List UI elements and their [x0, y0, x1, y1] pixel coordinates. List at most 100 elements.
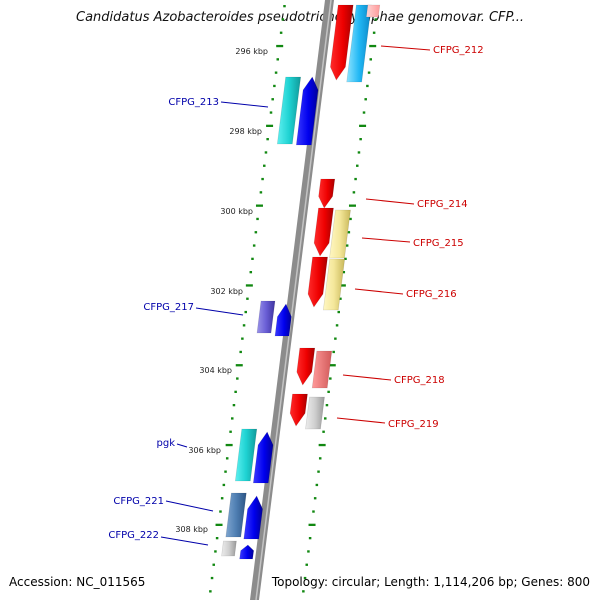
- ruler-label: 304 kbp: [199, 366, 232, 375]
- ruler-tick-left: [249, 271, 253, 274]
- gene-arrow-cfpg-215[interactable]: [313, 207, 334, 257]
- gene-arrow-cfpg-218[interactable]: [296, 347, 316, 386]
- ruler-label: 296 kbp: [235, 47, 268, 56]
- ruler-label: 308 kbp: [175, 525, 208, 534]
- genome-backbone-highlight: [255, 0, 332, 600]
- ruler-labels: 296 kbp 298 kbp 300 kbp 302 kbp 304 kbp …: [175, 47, 268, 534]
- ruler-tick-right: [344, 257, 347, 260]
- ruler-tick-right: [337, 310, 340, 314]
- ruler-tick-left: [212, 563, 215, 566]
- ruler-tick-right: [354, 177, 357, 181]
- ruler-ticks: [209, 5, 379, 593]
- ruler-tick-left: [252, 244, 256, 247]
- ruler-tick-left: [245, 284, 253, 287]
- ruler-tick-left: [261, 177, 264, 181]
- gene-arrow-cfpg-221-feature[interactable]: [225, 492, 247, 538]
- gene-arrow-cfpg-217[interactable]: [274, 303, 292, 337]
- gene-arrow-cfpg-221[interactable]: [243, 495, 263, 540]
- ruler-tick-left: [235, 364, 243, 367]
- gene-label-cfpg-219[interactable]: CFPG_219: [388, 419, 439, 430]
- ruler-tick-left: [225, 457, 229, 460]
- gene-label-cfpg-213[interactable]: CFPG_213: [168, 97, 219, 108]
- gene-label-cfpg-212[interactable]: CFPG_212: [433, 45, 484, 56]
- gene-features: [221, 4, 381, 560]
- gene-arrow-cfpg-222[interactable]: [239, 544, 255, 560]
- ruler-tick-left: [215, 523, 223, 526]
- gene-arrow-cfpg-216-feature[interactable]: [322, 258, 346, 311]
- ruler-tick-right: [318, 443, 326, 447]
- ruler-tick-right: [349, 217, 352, 221]
- gene-arrow-pgk[interactable]: [252, 431, 274, 484]
- ruler-tick-left: [220, 497, 224, 500]
- ruler-tick-left: [241, 337, 244, 340]
- gene-arrow-cfpg-213[interactable]: [295, 76, 319, 146]
- gene-label-cfpg-215[interactable]: CFPG_215: [413, 238, 464, 249]
- ruler-tick-left: [281, 18, 285, 21]
- ruler-tick-left: [225, 443, 233, 447]
- ruler-tick-right: [313, 497, 317, 500]
- gene-label-cfpg-214[interactable]: CFPG_214: [417, 199, 468, 210]
- gene-label-pgk[interactable]: pgk: [157, 438, 176, 449]
- ruler-tick-right: [307, 550, 310, 553]
- gene-arrow-cfpg-212-pale[interactable]: [365, 4, 381, 18]
- gene-arrow-cfpg-213-feature[interactable]: [276, 76, 302, 145]
- ruler-tick-right: [374, 18, 378, 21]
- callout-line: [165, 500, 214, 512]
- ruler-tick-right: [359, 124, 367, 127]
- accession-label: Accession: NC_011565: [9, 575, 146, 589]
- callout-line: [380, 45, 431, 51]
- ruler-tick-right: [328, 364, 336, 367]
- ruler-tick-left: [259, 191, 263, 194]
- ruler-tick-left: [263, 164, 266, 167]
- gene-label-cfpg-217[interactable]: CFPG_217: [143, 302, 194, 313]
- ruler-tick-right: [315, 483, 319, 487]
- ruler-tick-left: [234, 390, 237, 393]
- gene-arrow-cfpg-214[interactable]: [318, 178, 336, 209]
- ruler-tick-right: [335, 324, 339, 327]
- ruler-tick-right: [339, 297, 342, 300]
- ruler-tick-left: [224, 470, 227, 473]
- gene-arrow-cfpg-218-feature[interactable]: [311, 350, 333, 389]
- callout-line: [365, 198, 415, 205]
- genome-title: Candidatus Azobacteroides pseudotrichony…: [76, 10, 524, 25]
- ruler-tick-right: [372, 31, 376, 34]
- ruler-tick-left: [254, 231, 258, 234]
- gene-arrow-cfpg-217-feature[interactable]: [256, 300, 276, 334]
- ruler-tick-left: [210, 576, 214, 580]
- ruler-tick-left: [276, 44, 284, 48]
- gene-arrow-cfpg-212-feature[interactable]: [346, 4, 372, 83]
- ruler-tick-right: [359, 138, 362, 141]
- ruler-tick-right: [303, 576, 307, 580]
- gene-arrow-cfpg-215-feature[interactable]: [329, 209, 351, 259]
- gene-arrow-cfpg-212[interactable]: [330, 4, 354, 81]
- gene-label-cfpg-218[interactable]: CFPG_218: [394, 375, 445, 386]
- gene-arrow-cfpg-216[interactable]: [307, 256, 328, 308]
- ruler-tick-right: [345, 244, 349, 247]
- ruler-tick-right: [317, 470, 320, 473]
- callout-line: [176, 443, 188, 448]
- ruler-tick-left: [244, 310, 247, 314]
- ruler-tick-right: [308, 537, 312, 540]
- ruler-tick-right: [334, 337, 337, 340]
- gene-label-cfpg-221[interactable]: CFPG_221: [113, 496, 164, 507]
- gene-arrow-cfpg-219-feature[interactable]: [305, 396, 325, 430]
- ruler-tick-right: [305, 563, 308, 566]
- callout-line: [220, 101, 269, 108]
- callout-line: [361, 237, 411, 243]
- gene-label-cfpg-222[interactable]: CFPG_222: [108, 530, 159, 541]
- ruler-tick-right: [367, 71, 371, 74]
- ruler-tick-right: [342, 271, 346, 274]
- ruler-tick-right: [308, 523, 316, 526]
- ruler-tick-right: [369, 44, 377, 48]
- ruler-tick-left: [264, 151, 268, 154]
- ruler-tick-right: [338, 284, 346, 287]
- gene-arrow-cfpg-222-feature[interactable]: [221, 540, 237, 557]
- ruler-tick-right: [324, 417, 327, 420]
- gene-arrow-cfpg-219[interactable]: [289, 393, 308, 427]
- ruler-tick-right: [312, 510, 315, 513]
- gene-arrow-pgk-feature[interactable]: [234, 428, 258, 482]
- ruler-tick-left: [274, 71, 278, 74]
- gene-label-cfpg-216[interactable]: CFPG_216: [406, 289, 457, 300]
- callout-line: [354, 288, 404, 295]
